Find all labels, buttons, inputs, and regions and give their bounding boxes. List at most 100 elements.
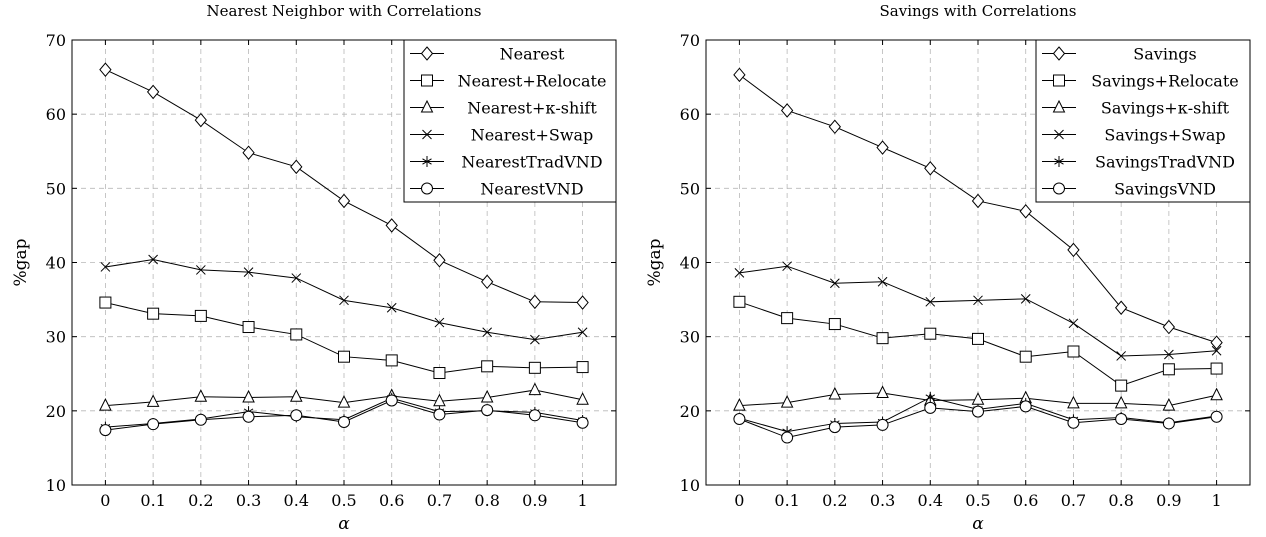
data-point — [780, 103, 794, 118]
data-point — [147, 418, 160, 431]
data-point — [576, 295, 589, 310]
y-tick-label: 30 — [680, 328, 700, 347]
data-point — [1019, 350, 1032, 363]
legend-box — [403, 39, 617, 203]
x-tick-label: 0.8 — [1108, 491, 1133, 510]
chart-title: Nearest Neighbor with Correlations — [207, 2, 482, 20]
data-point — [242, 145, 255, 161]
legend-marker — [1053, 74, 1065, 87]
x-tick-label: 0 — [100, 491, 110, 510]
data-point — [434, 317, 445, 328]
data-point — [577, 327, 588, 338]
data-point — [1162, 398, 1176, 411]
data-point — [194, 309, 207, 322]
x-tick-label: 0.2 — [188, 491, 213, 510]
data-point — [530, 334, 540, 345]
data-point — [242, 410, 255, 423]
x-axis-label: α — [338, 514, 350, 534]
data-point — [242, 389, 255, 403]
data-point — [337, 395, 351, 408]
x-tick-label: 0.9 — [1156, 491, 1181, 510]
legend-marker — [421, 74, 433, 87]
series-line — [105, 259, 583, 341]
y-tick-label: 50 — [680, 179, 700, 198]
y-tick-label: 70 — [680, 31, 700, 50]
data-point — [99, 424, 112, 437]
data-point — [148, 254, 158, 265]
data-point — [733, 412, 746, 425]
data-point — [338, 350, 350, 363]
legend-marker — [1052, 46, 1066, 61]
data-point — [194, 413, 207, 426]
legend-label: NearestTradVND — [461, 153, 602, 172]
legend-label: Savings+Swap — [1104, 126, 1225, 145]
data-point — [876, 418, 889, 431]
x-tick-label: 0.4 — [284, 491, 309, 510]
data-point — [386, 302, 397, 313]
series-2 — [99, 382, 589, 411]
legend-label: SavingsVND — [1114, 180, 1216, 199]
data-point — [1067, 242, 1080, 258]
data-point — [1067, 416, 1080, 429]
y-tick-label: 10 — [46, 476, 66, 495]
data-point — [290, 409, 303, 422]
data-point — [99, 398, 112, 411]
data-point — [194, 389, 208, 402]
y-axis-label: %gap — [11, 238, 31, 286]
chart-nearest-neighbor: 0 0.1 0.2 0.3 0.4 0.5 0.6 0.7 0.8 0.9 1 10 20 30 40 50 6… — [11, 2, 617, 534]
x-tick-label: 0.4 — [918, 491, 943, 510]
data-point — [481, 360, 494, 373]
x-tick-label: 0.1 — [774, 491, 799, 510]
data-point — [576, 361, 589, 374]
data-point — [924, 161, 937, 176]
x-tick-label: 0.2 — [822, 491, 847, 510]
x-tick-label: 0.3 — [870, 491, 895, 510]
data-point — [337, 193, 351, 209]
data-point — [1019, 204, 1032, 219]
series-1 — [99, 296, 589, 380]
series-0 — [733, 67, 1223, 350]
y-tick-label: 50 — [46, 179, 66, 198]
data-point — [290, 328, 303, 341]
data-point — [828, 318, 841, 331]
data-point — [1020, 293, 1031, 304]
data-point — [100, 262, 111, 272]
y-axis-label: %gap — [645, 238, 665, 286]
series-5 — [99, 394, 589, 437]
legend-label: SavingsTradVND — [1095, 153, 1235, 172]
data-point — [99, 62, 112, 77]
data-point — [1162, 319, 1176, 335]
legend-marker — [420, 99, 434, 113]
chart-savings: 0 0.1 0.2 0.3 0.4 0.5 0.6 0.7 0.8 0.9 1 10 20 30 40 50 6… — [645, 2, 1251, 534]
y-tick-label: 40 — [680, 254, 700, 273]
data-point — [733, 398, 746, 411]
data-point — [290, 159, 303, 175]
legend-label: Savings — [1133, 45, 1196, 64]
data-point — [733, 295, 746, 308]
x-tick-label: 0.5 — [331, 491, 356, 510]
legend-marker — [420, 46, 434, 61]
data-point — [528, 382, 542, 396]
data-point — [829, 278, 840, 289]
legend-marker — [421, 182, 433, 195]
x-tick-label: 1 — [578, 491, 588, 510]
data-point — [1210, 362, 1223, 375]
legend: Savings Savings+Relocate Savings+κ-shift Sa… — [1035, 39, 1251, 203]
data-point — [242, 321, 255, 334]
legend-marker — [422, 156, 432, 167]
data-point — [925, 296, 936, 307]
data-point — [828, 421, 841, 434]
y-tick-label: 70 — [46, 31, 66, 50]
legend-marker — [1054, 129, 1064, 140]
data-point — [385, 218, 398, 233]
legend-label: Savings+Relocate — [1091, 72, 1238, 91]
data-point — [289, 389, 303, 402]
legend-label: Nearest+Relocate — [458, 72, 607, 91]
data-point — [924, 327, 937, 340]
data-point — [1115, 379, 1128, 392]
chart-title: Savings with Correlations — [880, 2, 1077, 20]
y-tick-label: 30 — [46, 328, 66, 347]
legend-marker — [1054, 156, 1064, 167]
data-point — [147, 307, 160, 320]
